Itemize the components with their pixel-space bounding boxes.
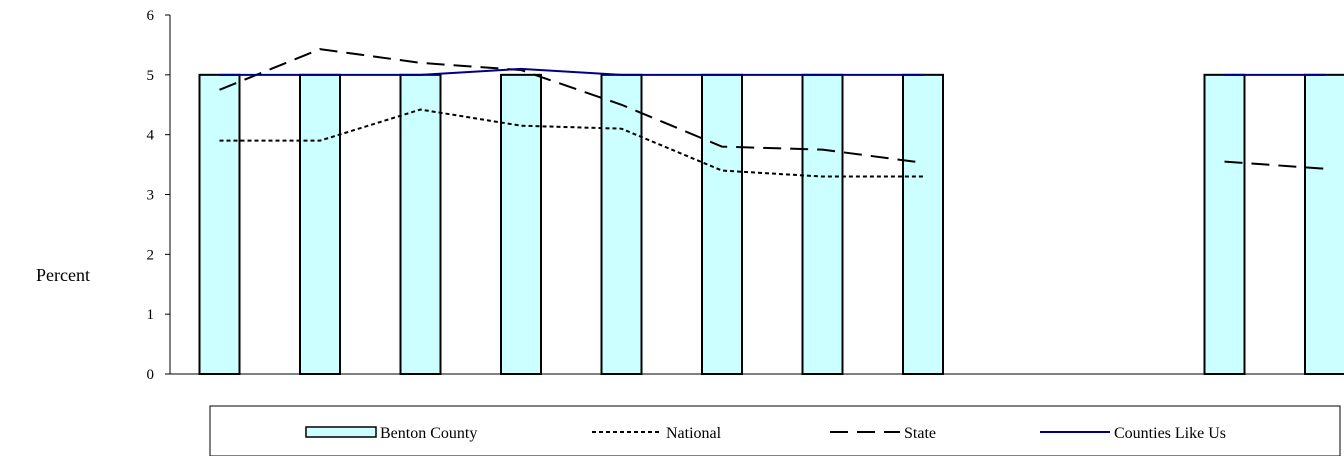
y-tick-label: 4 [147, 128, 155, 144]
legend-label: Benton County [380, 425, 477, 442]
bar [500, 73, 542, 375]
bar [701, 73, 743, 375]
y-tick-label: 1 [147, 307, 155, 323]
legend: Benton County National State Counties Like … [209, 405, 1341, 456]
bar [1304, 73, 1344, 375]
legend-box [209, 405, 1341, 456]
legend-label: Counties Like Us [1114, 425, 1226, 442]
series-line [219, 67, 923, 76]
y-tick-label: 0 [147, 367, 155, 383]
series-line [219, 48, 924, 164]
bar-series [198, 73, 1344, 375]
y-axis-title: Percent [36, 265, 90, 285]
bar [1203, 73, 1246, 375]
legend-label: National [666, 425, 722, 442]
legend-label: State [904, 425, 936, 442]
y-tick-label: 2 [147, 247, 155, 263]
y-tick-label: 6 [147, 8, 155, 24]
line-series [219, 48, 1326, 178]
bar [198, 73, 241, 375]
y-axis: 0 1 2 3 4 5 6 [147, 8, 1344, 383]
bar [902, 73, 944, 375]
series-line [219, 108, 923, 178]
bar [801, 73, 844, 375]
bar [600, 73, 643, 375]
bar [399, 73, 442, 375]
series-line [1224, 160, 1326, 170]
legend-swatch [305, 426, 377, 438]
bar [299, 73, 341, 375]
y-tick-label: 5 [147, 68, 155, 84]
y-tick-label: 3 [147, 188, 155, 204]
